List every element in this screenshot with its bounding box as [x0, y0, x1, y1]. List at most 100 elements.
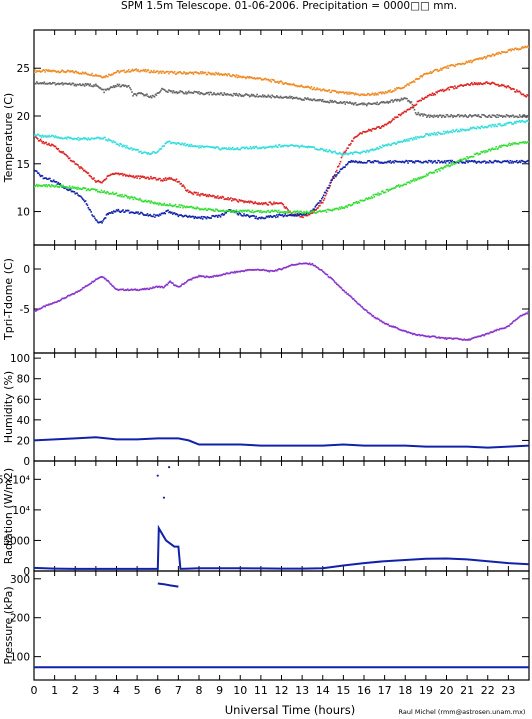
data-point: [463, 129, 466, 131]
data-point: [286, 97, 288, 99]
data-point: [509, 144, 512, 147]
data-point: [502, 160, 505, 163]
data-point: [203, 71, 206, 74]
data-point: [103, 277, 106, 280]
data-point: [483, 56, 485, 59]
data-point: [158, 202, 161, 204]
data-point: [512, 320, 514, 323]
data-point: [342, 153, 345, 156]
data-point: [397, 184, 400, 186]
data-point: [81, 187, 84, 190]
data-point: [121, 145, 123, 148]
data-point: [185, 73, 187, 75]
data-point: [458, 338, 461, 341]
data-point: [175, 178, 178, 181]
data-point: [49, 144, 51, 147]
data-point: [503, 115, 506, 118]
data-point: [406, 140, 408, 142]
data-point: [293, 215, 296, 217]
data-point: [376, 160, 378, 163]
data-point: [243, 94, 245, 97]
data-point: [294, 213, 297, 216]
data-point: [305, 211, 307, 214]
data-point: [318, 210, 320, 213]
data-point: [191, 277, 194, 280]
data-point: [417, 177, 420, 179]
data-point: [210, 217, 212, 219]
data-point: [160, 147, 163, 150]
data-point: [398, 87, 401, 89]
data-point: [156, 285, 158, 288]
data-point: [61, 69, 63, 71]
data-point: [205, 145, 208, 148]
data-point: [152, 151, 154, 153]
data-point: [471, 337, 473, 340]
data-point: [375, 127, 377, 130]
data-point: [332, 101, 334, 104]
data-point: [129, 196, 132, 199]
data-point: [493, 114, 496, 117]
data-point: [457, 63, 460, 65]
data-point: [269, 79, 272, 81]
data-point: [182, 184, 184, 186]
data-point: [359, 132, 362, 134]
data-point: [117, 289, 120, 292]
data-point: [110, 73, 113, 76]
data-point: [462, 115, 465, 118]
data-point: [379, 319, 381, 322]
data-point: [180, 214, 182, 216]
data-point: [294, 85, 297, 87]
data-point: [459, 63, 462, 65]
data-point: [253, 269, 256, 271]
data-point: [500, 124, 502, 127]
data-point: [373, 160, 376, 162]
data-point: [263, 269, 266, 272]
data-point: [152, 201, 154, 204]
data-point: [49, 185, 51, 187]
data-point: [426, 161, 429, 164]
data-point: [450, 163, 452, 165]
data-point: [501, 114, 503, 117]
data-point: [426, 335, 428, 338]
data-point: [304, 213, 306, 216]
data-point: [244, 76, 246, 79]
x-tick-label: 9: [216, 684, 223, 697]
data-point: [105, 74, 107, 77]
data-point: [137, 211, 139, 213]
data-point: [122, 69, 124, 72]
data-point: [71, 82, 74, 85]
data-point: [357, 201, 360, 203]
data-point: [241, 94, 243, 97]
data-point: [466, 338, 468, 341]
data-point: [449, 64, 452, 67]
data-point: [179, 214, 182, 216]
data-point: [104, 217, 107, 219]
data-point: [157, 203, 160, 206]
data-point: [200, 71, 202, 73]
data-point: [347, 147, 349, 149]
data-point: [473, 59, 476, 61]
data-point: [404, 85, 407, 87]
data-point: [87, 172, 90, 174]
data-point: [470, 160, 472, 163]
data-point: [131, 289, 134, 291]
data-point: [143, 200, 146, 202]
data-point: [460, 84, 463, 86]
series-group: [34, 582, 529, 669]
data-point: [147, 200, 150, 202]
data-point: [426, 335, 429, 338]
data-point: [154, 152, 156, 154]
data-point: [466, 61, 468, 64]
data-point: [76, 83, 78, 86]
data-point: [120, 288, 122, 291]
data-point: [341, 154, 344, 156]
data-point: [83, 200, 86, 203]
data-point: [198, 207, 200, 210]
data-point: [41, 70, 44, 72]
data-point: [233, 75, 236, 77]
data-point: [507, 144, 510, 146]
data-point: [288, 211, 290, 213]
data-point: [492, 114, 495, 117]
data-point: [142, 214, 145, 216]
data-point: [272, 215, 274, 218]
